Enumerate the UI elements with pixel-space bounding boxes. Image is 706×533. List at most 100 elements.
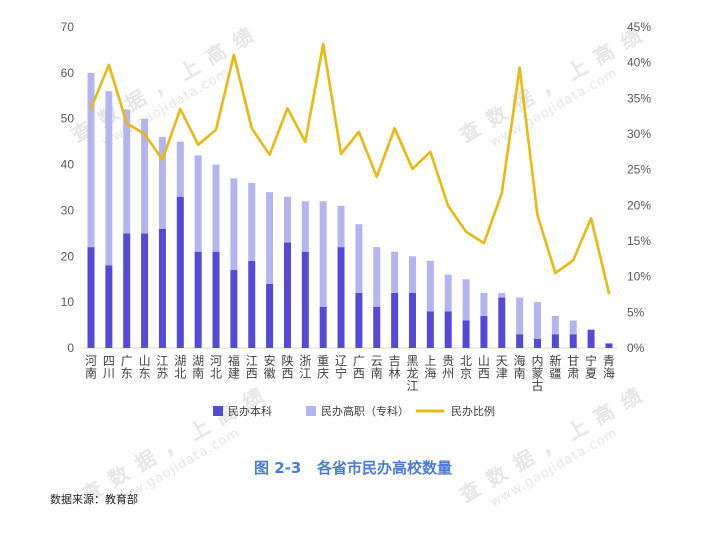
legend-swatch-private-undergrad [213,406,223,416]
y-left-axis: 0 10 20 30 40 50 60 70 [61,20,75,355]
x-tick-label: 江西 [246,354,258,381]
bar-private-vocational [105,91,113,266]
y-right-tick-label: 25% [627,163,651,177]
bar-private-vocational [569,320,577,335]
y-right-tick-label: 40% [627,56,651,70]
y-right-axis: 0% 5% 10% 15% 20% 25% 30% 35% 40% 45% [627,20,651,355]
x-axis: 河南四川广东山东江苏湖北湖南河北福建江西安徽陕西浙江重庆辽宁广西云南吉林黑龙江上… [85,353,615,393]
x-tick-label: 上海 [424,354,436,381]
y-right-tick-label: 20% [627,198,651,212]
bar-private-vocational [551,315,559,335]
bar-private-vocational [176,141,184,197]
bar-private-vocational [480,292,488,316]
bar-private-vocational [230,178,238,271]
x-tick-label: 海南 [514,353,526,381]
x-tick-label: 北京 [460,354,472,381]
bar-private-vocational [391,251,399,293]
x-tick-label: 内蒙古 [531,354,543,393]
x-tick-label: 湖南 [192,353,204,381]
bar-private-vocational [283,196,291,243]
bar-private-undergrad [516,334,524,348]
legend: 民办本科 民办高职（专科） 民办比例 [213,404,495,418]
x-tick-label: 重庆 [317,354,329,381]
bar-private-undergrad [266,283,274,348]
bar-series [87,72,613,348]
y-left-tick-label: 50 [61,112,75,126]
x-tick-label: 河北 [210,354,222,381]
bar-private-undergrad [355,292,363,348]
x-tick-label: 浙江 [299,354,311,381]
bar-private-undergrad [283,242,291,348]
bar-private-undergrad [248,260,256,348]
bar-private-undergrad [194,251,202,348]
x-tick-label: 天津 [496,354,508,381]
data-source: 数据来源：教育部 [50,493,138,506]
bar-private-undergrad [391,292,399,348]
y-right-tick-label: 15% [627,234,651,248]
y-left-tick-label: 20 [61,249,75,263]
x-tick-label: 云南 [371,354,383,381]
bar-private-vocational [373,247,381,307]
x-tick-label: 河南 [85,354,97,381]
bar-private-undergrad [498,297,506,348]
bar-private-vocational [498,292,506,298]
bar-private-vocational [301,201,309,252]
x-tick-label: 新疆 [549,353,561,381]
y-left-tick-label: 60 [61,66,75,80]
y-left-tick-label: 70 [61,20,75,34]
x-tick-label: 安徽 [264,353,276,381]
bar-private-undergrad [605,343,613,348]
bar-private-vocational [123,109,131,234]
x-tick-label: 福建 [228,353,240,381]
bar-private-undergrad [141,233,149,348]
x-tick-label: 广西 [353,354,365,381]
bar-private-undergrad [212,251,220,348]
legend-label-private-undergrad: 民办本科 [228,404,272,418]
bar-private-vocational [355,224,363,293]
y-left-tick-label: 30 [61,203,75,217]
bar-private-undergrad [373,306,381,348]
legend-label-private-ratio: 民办比例 [451,404,495,418]
bar-private-vocational [462,279,470,321]
bar-private-undergrad [301,251,309,348]
bar-private-undergrad [105,265,113,348]
bar-private-vocational [158,137,166,229]
x-tick-label: 青海 [603,354,615,381]
bar-private-undergrad [230,270,238,348]
bar-private-undergrad [426,311,434,348]
y-right-tick-label: 0% [627,341,645,355]
bar-private-undergrad [462,320,470,348]
line-series [89,42,611,295]
y-right-tick-label: 5% [627,305,645,319]
bar-private-vocational [408,256,416,293]
x-tick-label: 陕西 [281,353,293,381]
private-ratio-line [89,42,611,295]
bar-private-undergrad [534,338,541,348]
legend-label-private-vocational: 民办高职（专科） [321,404,409,418]
bar-private-undergrad [587,329,595,348]
y-right-tick-label: 35% [627,91,651,105]
x-tick-label: 甘肃 [567,354,579,381]
bar-private-undergrad [176,196,184,348]
x-tick-label: 广东 [121,354,133,381]
bar-private-vocational [444,274,452,312]
combo-chart: 0 10 20 30 40 50 60 70 0% 5% 10% 15% 20% 25% 30% 35% 40… [61,20,652,418]
x-tick-label: 宁夏 [585,353,597,381]
x-tick-label: 贵州 [442,354,454,381]
bar-private-undergrad [319,306,327,348]
bar-private-vocational [212,164,220,252]
bar-private-vocational [319,201,327,307]
legend-swatch-private-vocational [306,406,316,416]
y-left-tick-label: 40 [61,158,75,172]
x-tick-label: 湖北 [174,353,186,381]
y-right-tick-label: 45% [627,20,651,34]
x-tick-label: 江苏 [156,354,168,381]
bar-private-undergrad [408,292,416,348]
bar-private-undergrad [569,334,577,348]
bar-private-vocational [516,297,524,335]
y-right-tick-label: 10% [627,270,651,284]
y-left-tick-label: 10 [61,295,75,309]
bar-private-vocational [248,182,256,261]
bar-private-vocational [534,302,541,339]
x-tick-label: 吉林 [389,354,401,381]
